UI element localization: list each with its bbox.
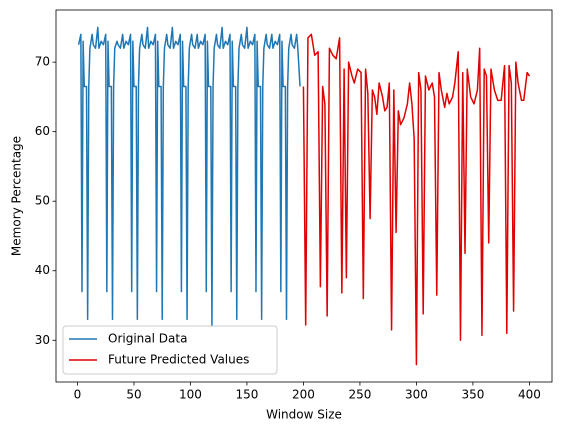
x-axis-label: Window Size <box>266 408 342 422</box>
x-tick-label: 300 <box>405 388 428 402</box>
legend-label: Original Data <box>108 332 187 346</box>
plot-frame <box>55 9 553 383</box>
data-line <box>77 26 301 328</box>
y-tick-label: 50 <box>35 194 50 208</box>
x-tick-label: 150 <box>235 388 258 402</box>
y-tick-label: 40 <box>35 263 50 277</box>
x-tick-label: 400 <box>518 388 541 402</box>
y-tick-label: 30 <box>35 333 50 347</box>
y-tick-label: 60 <box>35 124 50 138</box>
x-tick-label: 350 <box>461 388 484 402</box>
y-tick-label: 70 <box>35 55 50 69</box>
x-tick-label: 250 <box>348 388 371 402</box>
legend-box <box>62 325 278 375</box>
x-tick-label: 0 <box>74 388 82 402</box>
x-tick-label: 50 <box>126 388 141 402</box>
x-tick-label: 200 <box>292 388 315 402</box>
x-tick-label: 100 <box>179 388 202 402</box>
y-axis-label: Memory Percentage <box>10 136 24 256</box>
legend-label: Future Predicted Values <box>108 353 249 367</box>
data-line <box>302 33 531 366</box>
